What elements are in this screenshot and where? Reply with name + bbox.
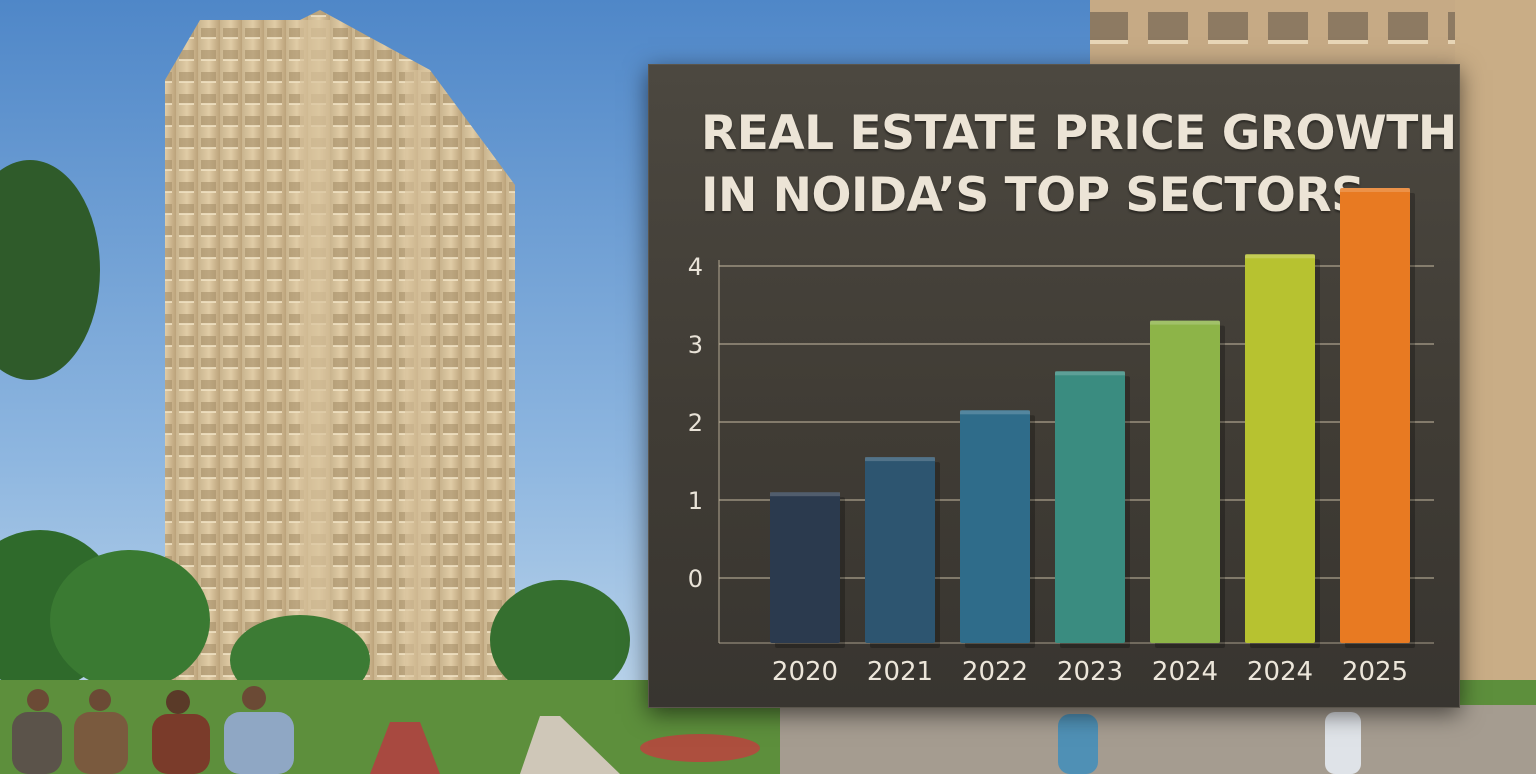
y-tick-label: 2: [688, 409, 703, 437]
chart-panel: REAL ESTATE PRICE GROWTH IN NOIDA’S TOP …: [648, 64, 1460, 708]
chart-title-line-1: REAL ESTATE PRICE GROWTH: [701, 106, 1457, 161]
y-tick-label: 0: [688, 565, 703, 593]
y-tick-label: 4: [688, 253, 703, 281]
bar-2021-1: [865, 457, 935, 643]
bar-2023-3: [1055, 371, 1125, 643]
bar-2024-5: [1245, 254, 1315, 644]
chart-title-line-2: IN NOIDA’S TOP SECTORS: [701, 168, 1365, 223]
x-tick-label: 2021: [867, 657, 933, 687]
y-tick-label: 3: [688, 331, 703, 359]
bar-2024-4: [1150, 320, 1220, 643]
bar-highlight: [1150, 320, 1220, 325]
bar-2022-2: [960, 410, 1030, 643]
bar-2020-0: [770, 492, 840, 643]
bar-highlight: [1340, 188, 1410, 192]
x-tick-label: 2020: [772, 657, 838, 687]
bar-highlight: [770, 492, 840, 497]
x-tick-label: 2022: [962, 657, 1028, 687]
bar-highlight: [1055, 371, 1125, 376]
bar-2025-6: [1340, 188, 1410, 643]
x-tick-label: 2024: [1152, 657, 1218, 687]
bar-highlight: [1245, 254, 1315, 259]
chart-title: REAL ESTATE PRICE GROWTH IN NOIDA’S TOP …: [701, 103, 1457, 227]
bar-chart: 0 1 2 3 4 2020 2021 2022 2023 2024 2024 2025: [688, 188, 1434, 687]
bar-highlight: [865, 457, 935, 462]
y-tick-label: 1: [688, 487, 703, 515]
x-tick-label: 2023: [1057, 657, 1123, 687]
x-tick-label: 2024: [1247, 657, 1313, 687]
x-tick-label: 2025: [1342, 657, 1408, 687]
bar-highlight: [960, 410, 1030, 415]
